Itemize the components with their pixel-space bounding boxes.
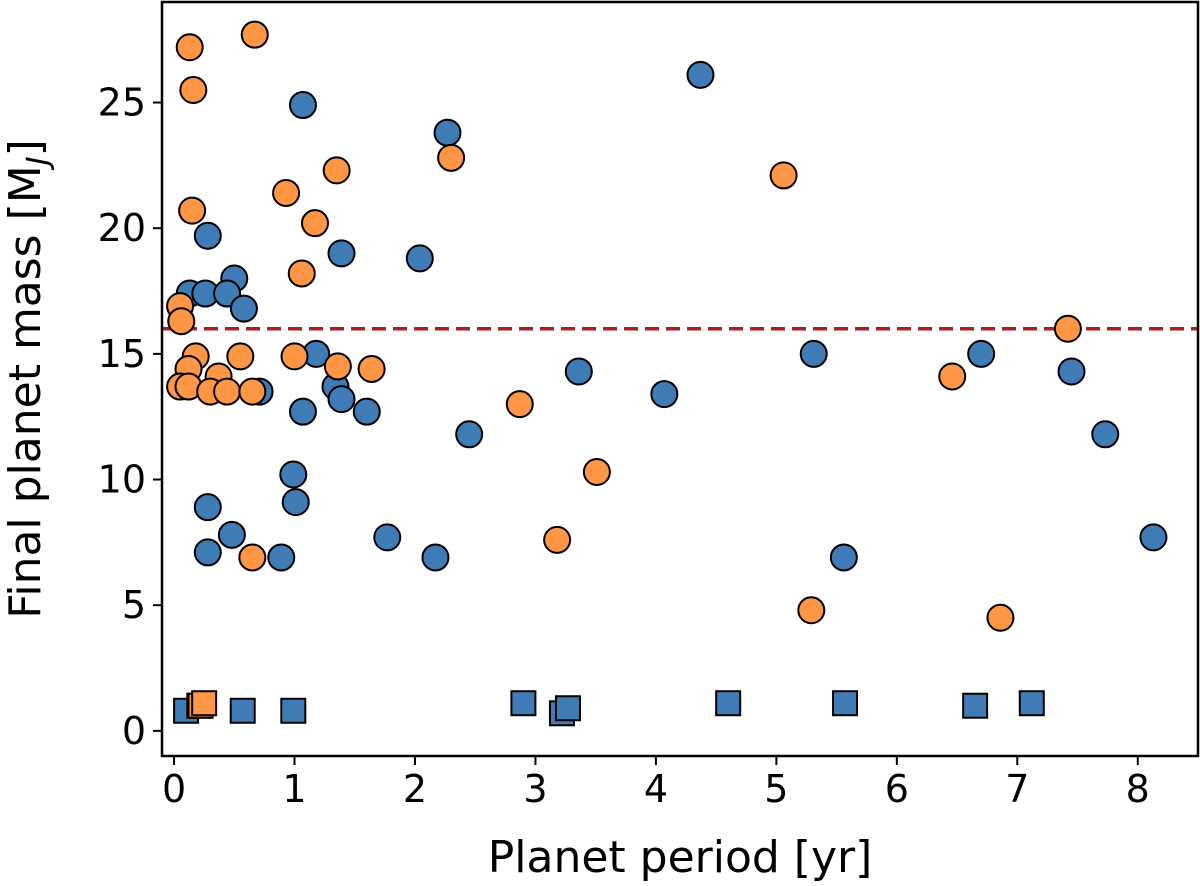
y-tick-label: 25: [98, 81, 146, 125]
blue-circle-marker: [373, 523, 402, 552]
y-axis-label-end: ]: [0, 139, 51, 156]
y-tick-label: 15: [98, 332, 146, 376]
orange-circle-marker: [175, 33, 204, 62]
orange-circle-marker: [272, 179, 301, 208]
blue-circle-marker: [267, 543, 296, 572]
blue-circle-marker: [829, 543, 858, 572]
blue-circle-marker: [288, 91, 317, 120]
blue-circle-marker: [229, 294, 258, 323]
blue-circle-marker: [686, 60, 715, 89]
blue-circle-marker: [193, 538, 222, 567]
orange-circle-marker: [543, 525, 572, 554]
blue-circle-marker: [421, 543, 450, 572]
blue-circle-marker: [217, 520, 246, 549]
orange-circle-marker: [437, 143, 466, 172]
orange-circle-marker: [178, 196, 207, 225]
orange-circle-marker: [797, 596, 826, 625]
orange-circle-marker: [280, 342, 309, 371]
blue-circle-marker: [1139, 523, 1168, 552]
orange-square-marker: [191, 690, 218, 717]
orange-circle-marker: [238, 543, 267, 572]
blue-circle-marker: [193, 221, 222, 250]
blue-circle-marker: [327, 239, 356, 268]
blue-circle-marker: [405, 244, 434, 273]
x-tick-label: 6: [885, 767, 909, 811]
orange-circle-marker: [357, 354, 386, 383]
orange-circle-marker: [240, 20, 269, 49]
blue-circle-marker: [967, 339, 996, 368]
blue-square-marker: [715, 690, 742, 717]
x-tick-label: 0: [162, 767, 186, 811]
orange-circle-marker: [179, 75, 208, 104]
blue-square-marker: [1018, 690, 1045, 717]
y-tick-label: 10: [98, 458, 146, 502]
blue-circle-marker: [327, 385, 356, 414]
axis-ticks: 0 1 2 3 4 5 6 7 8 0 5 10 15 20 25: [98, 81, 1150, 811]
blue-circle-marker: [433, 118, 462, 147]
blue-circle-marker: [288, 397, 317, 426]
blue-square-marker: [280, 697, 307, 724]
orange-circle-marker: [300, 209, 329, 238]
blue-circle-marker: [193, 493, 222, 522]
orange-circle-marker: [323, 352, 352, 381]
orange-circle-marker: [322, 156, 351, 185]
blue-circle-marker: [279, 460, 308, 489]
y-tick-label: 5: [122, 583, 146, 627]
blue-circle-marker: [1091, 420, 1120, 449]
orange-circle-marker: [226, 342, 255, 371]
orange-circle-marker: [167, 307, 196, 336]
y-axis-label-main: Final planet mass [M: [0, 165, 51, 619]
blue-circle-marker: [564, 357, 593, 386]
x-tick-label: 3: [523, 767, 547, 811]
blue-circle-marker: [455, 420, 484, 449]
blue-circle-marker: [281, 488, 310, 517]
orange-circle-marker: [1053, 314, 1082, 343]
y-tick-label: 0: [122, 709, 146, 753]
x-tick-label: 7: [1005, 767, 1029, 811]
x-tick-label: 8: [1126, 767, 1150, 811]
x-tick-label: 1: [282, 767, 306, 811]
plot-frame: [160, 0, 1200, 758]
blue-square-marker: [832, 690, 859, 717]
y-axis-label: Final planet mass [MJ]: [0, 139, 56, 619]
orange-circle-marker: [505, 390, 534, 419]
y-tick-label: 20: [98, 206, 146, 250]
orange-circle-marker: [769, 161, 798, 190]
data-markers: [166, 20, 1168, 727]
orange-circle-marker: [582, 457, 611, 486]
x-tick-label: 2: [403, 767, 427, 811]
blue-circle-marker: [1057, 357, 1086, 386]
blue-circle-marker: [799, 339, 828, 368]
blue-circle-marker: [650, 380, 679, 409]
orange-circle-marker: [938, 362, 967, 391]
blue-square-marker: [229, 697, 256, 724]
blue-square-marker: [554, 695, 581, 722]
blue-square-marker: [510, 690, 537, 717]
orange-circle-marker: [238, 377, 267, 406]
x-tick-label: 4: [644, 767, 668, 811]
x-tick-label: 5: [764, 767, 788, 811]
x-axis-label: Planet period [yr]: [488, 832, 873, 883]
orange-circle-marker: [287, 259, 316, 288]
orange-circle-marker: [986, 603, 1015, 632]
blue-square-marker: [962, 692, 989, 719]
blue-circle-marker: [352, 397, 381, 426]
orange-circle-marker: [213, 377, 242, 406]
